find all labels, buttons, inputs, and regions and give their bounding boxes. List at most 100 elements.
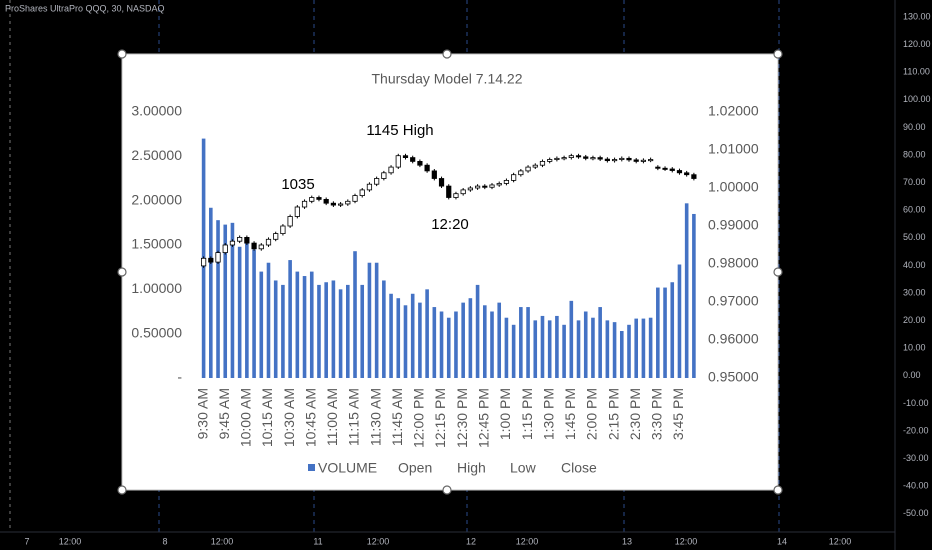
price-label: 110.00 bbox=[903, 67, 930, 77]
volume-bar bbox=[338, 289, 343, 378]
candle-body bbox=[662, 167, 668, 170]
volume-bar bbox=[295, 271, 300, 378]
time-label: 12:00 bbox=[367, 536, 390, 546]
volume-bar bbox=[583, 311, 588, 378]
y2-tick-label: 1.00000 bbox=[708, 179, 759, 195]
candle-body bbox=[518, 170, 524, 176]
symbol: ProShares UltraPro QQQ, 30, NASDAQ bbox=[5, 3, 165, 13]
candle-body bbox=[554, 157, 560, 160]
candle-body bbox=[316, 197, 322, 200]
volume-bar bbox=[410, 293, 415, 378]
candle-body bbox=[294, 206, 300, 217]
handle[interactable] bbox=[117, 485, 127, 495]
legend-label: Low bbox=[510, 460, 537, 476]
price-label: 70.00 bbox=[903, 177, 926, 187]
x-tick-label: 10:30 AM bbox=[281, 388, 297, 447]
price-label: -20.00 bbox=[903, 425, 929, 435]
volume-bar bbox=[663, 287, 667, 378]
volume-bar bbox=[540, 315, 545, 378]
handle[interactable] bbox=[442, 485, 452, 495]
price-label: 130.00 bbox=[903, 11, 931, 21]
x-tick-label: 11:30 AM bbox=[367, 388, 383, 446]
volume-bar bbox=[389, 293, 393, 378]
volume-bar bbox=[259, 271, 264, 378]
handle[interactable] bbox=[773, 49, 783, 59]
candle-body bbox=[337, 203, 344, 206]
candle-body bbox=[482, 185, 488, 188]
x-tick-label: 12:15 PM bbox=[432, 388, 448, 448]
volume-bar bbox=[555, 315, 559, 378]
legend-label: Open bbox=[398, 460, 432, 476]
candle-body bbox=[575, 155, 582, 158]
candle-body bbox=[222, 244, 228, 253]
candle-body bbox=[201, 257, 207, 267]
candle-body bbox=[330, 202, 336, 206]
candle-body bbox=[395, 155, 401, 168]
x-tick-label: 12:45 PM bbox=[475, 388, 491, 448]
handles bbox=[117, 49, 783, 495]
volume-bar bbox=[396, 298, 401, 378]
candle-body bbox=[273, 233, 279, 240]
candle-body bbox=[655, 166, 661, 169]
y-tick-label: 2.00000 bbox=[131, 191, 182, 207]
candle-body bbox=[309, 197, 315, 202]
time-label: 13 bbox=[622, 536, 632, 546]
x-tick-label: 10:15 AM bbox=[259, 388, 275, 447]
candle-body bbox=[280, 225, 286, 234]
volume-bar bbox=[237, 246, 242, 378]
y2-tick-label: 0.99000 bbox=[708, 217, 759, 233]
candle-body bbox=[648, 159, 654, 162]
candle-body bbox=[301, 200, 308, 208]
volume-bar bbox=[403, 305, 408, 378]
price-label: 0.00 bbox=[903, 370, 921, 380]
candle-body bbox=[467, 187, 473, 191]
annotation: 12:20 bbox=[431, 216, 469, 233]
price-label: 60.00 bbox=[903, 205, 926, 215]
volume-bar bbox=[576, 320, 581, 378]
x-tick-label: 2:15 PM bbox=[605, 388, 621, 440]
x-tick-label: 2:30 PM bbox=[627, 388, 643, 440]
price-label: -40.00 bbox=[903, 481, 929, 491]
volume-bar bbox=[684, 203, 689, 378]
volume-bar bbox=[670, 282, 675, 378]
y2-tick-label: 1.02000 bbox=[708, 103, 759, 119]
annotation: 1145 High bbox=[366, 122, 433, 139]
handle[interactable] bbox=[773, 267, 783, 277]
candle-body bbox=[265, 238, 272, 246]
legend-label: Close bbox=[561, 460, 597, 476]
time-label: 12 bbox=[466, 536, 476, 546]
candle-body bbox=[568, 155, 574, 158]
candle-body bbox=[619, 157, 625, 160]
candle-body bbox=[676, 170, 683, 174]
volume-bar bbox=[677, 264, 682, 378]
handle[interactable] bbox=[442, 49, 452, 59]
x-tick-label: 1:15 PM bbox=[519, 388, 535, 440]
candle-body bbox=[489, 184, 495, 188]
handle[interactable] bbox=[773, 485, 783, 495]
volume-bar bbox=[533, 320, 538, 378]
y2-tick-label: 1.01000 bbox=[708, 141, 759, 157]
volume-bar bbox=[591, 317, 595, 378]
candle-body bbox=[446, 185, 452, 198]
volume-bar bbox=[526, 307, 530, 378]
volume-bar bbox=[288, 260, 292, 378]
candle-body bbox=[590, 157, 596, 160]
candle-body bbox=[345, 200, 351, 205]
volume-bar bbox=[475, 284, 480, 378]
volume-bar bbox=[425, 289, 429, 378]
candle-body bbox=[287, 216, 293, 227]
annotation: 1035 bbox=[281, 176, 314, 193]
time-label: 7 bbox=[24, 536, 29, 546]
x-tick-label: 11:45 AM bbox=[389, 388, 405, 446]
volume-bar bbox=[511, 324, 516, 378]
x-tick-label: 3:45 PM bbox=[670, 388, 686, 440]
volume-bar bbox=[353, 251, 357, 378]
candle-body bbox=[669, 168, 675, 171]
handle[interactable] bbox=[117, 267, 127, 277]
x-tick-label: 12:30 PM bbox=[454, 388, 470, 448]
price-label: 30.00 bbox=[903, 287, 926, 297]
handle[interactable] bbox=[117, 49, 127, 59]
candle-body bbox=[237, 236, 243, 242]
price-label: 10.00 bbox=[903, 343, 926, 353]
volume-bar bbox=[692, 213, 696, 378]
